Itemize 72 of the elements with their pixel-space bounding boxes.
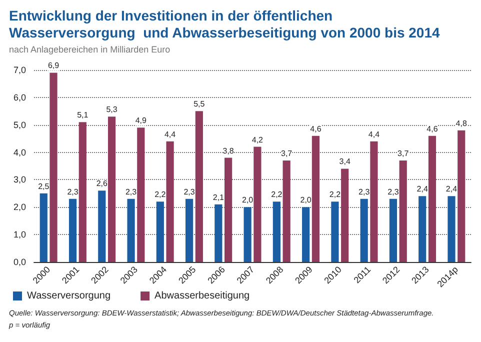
bar bbox=[312, 136, 320, 262]
data-label: 2,2 bbox=[154, 190, 166, 200]
data-label: 4,4 bbox=[368, 130, 380, 139]
data-label: 3,7 bbox=[398, 149, 410, 158]
data-label: 5,1 bbox=[77, 110, 89, 120]
data-label: 4,6 bbox=[426, 124, 438, 134]
data-label: 2,0 bbox=[300, 196, 312, 205]
bar bbox=[272, 202, 280, 262]
bar bbox=[224, 158, 232, 262]
y-tick-label: 1,0 bbox=[13, 230, 26, 240]
data-label: 4,8 bbox=[456, 118, 468, 128]
chart-subtitle: nach Anlagebereichen in Milliarden Euro bbox=[9, 44, 170, 54]
bar bbox=[68, 198, 77, 262]
bar bbox=[127, 198, 135, 262]
bar bbox=[98, 190, 106, 262]
data-label: 4,2 bbox=[252, 135, 264, 144]
data-label: 2,2 bbox=[271, 190, 283, 200]
y-tick-label: 5,0 bbox=[13, 120, 26, 130]
y-tick-label: 7,0 bbox=[13, 65, 26, 75]
bar bbox=[195, 111, 203, 262]
y-tick-label: 6,0 bbox=[13, 92, 26, 102]
data-label: 3,7 bbox=[281, 149, 293, 158]
data-label: 2,3 bbox=[125, 187, 138, 196]
data-label: 2,3 bbox=[184, 187, 196, 196]
data-label: 4,9 bbox=[135, 116, 148, 126]
bar bbox=[458, 130, 466, 262]
bar bbox=[448, 196, 456, 262]
bar bbox=[282, 160, 290, 262]
bar bbox=[399, 160, 407, 262]
data-label: 2,3 bbox=[388, 187, 400, 196]
data-label: 2,4 bbox=[416, 184, 428, 194]
data-label: 2,1 bbox=[212, 192, 225, 202]
bar bbox=[428, 136, 436, 262]
data-label: 3,8 bbox=[222, 146, 234, 156]
bar bbox=[302, 207, 310, 262]
data-label: 4,6 bbox=[310, 124, 322, 134]
bar bbox=[389, 198, 398, 262]
bar bbox=[244, 207, 252, 262]
bar bbox=[78, 122, 86, 262]
legend-label: Wasserversorgung bbox=[27, 290, 111, 302]
legend-label: Abwasserbeseitigung bbox=[154, 290, 250, 302]
bar bbox=[341, 168, 349, 262]
bar bbox=[254, 146, 262, 262]
data-label: 2,6 bbox=[96, 179, 108, 188]
data-label: 5,5 bbox=[194, 100, 206, 109]
bar bbox=[137, 128, 145, 262]
bar bbox=[156, 202, 164, 262]
bar bbox=[166, 141, 174, 262]
y-tick-label: 2,0 bbox=[13, 202, 26, 212]
data-label: 5,3 bbox=[106, 105, 118, 114]
data-label: 4,4 bbox=[164, 130, 176, 139]
chart-title: Entwicklung der Investitionen in der öffentlichen Wasserversorgung und Abwasserbeseitigung von 2000 bis 2014 bbox=[9, 8, 440, 40]
bar bbox=[214, 204, 222, 262]
data-label: 6,9 bbox=[48, 61, 60, 70]
bar bbox=[40, 193, 48, 262]
bar bbox=[331, 202, 339, 262]
data-label: 2,5 bbox=[38, 182, 50, 191]
data-label: 2,4 bbox=[446, 184, 458, 194]
data-label: 3,4 bbox=[339, 157, 351, 166]
y-tick-label: 4,0 bbox=[13, 147, 26, 158]
data-label: 2,3 bbox=[358, 187, 370, 196]
data-label: 2,0 bbox=[242, 196, 254, 205]
bar bbox=[108, 116, 116, 262]
bar bbox=[185, 198, 194, 262]
data-label: 2,2 bbox=[329, 190, 342, 200]
y-tick-label: 3,0 bbox=[13, 174, 26, 185]
data-label: 2,3 bbox=[67, 187, 79, 196]
bar bbox=[360, 198, 368, 262]
bar bbox=[418, 196, 426, 262]
y-tick-label: 0,0 bbox=[13, 257, 26, 267]
bar bbox=[370, 141, 378, 262]
bar bbox=[50, 72, 58, 262]
